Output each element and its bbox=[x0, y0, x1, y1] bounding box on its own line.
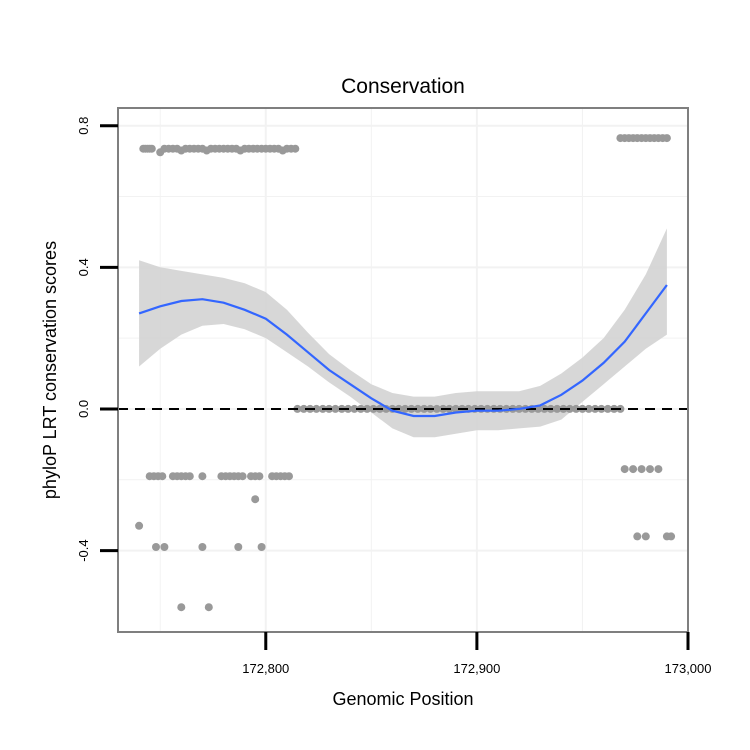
x-tick-label: 172,900 bbox=[453, 661, 500, 676]
y-tick-label: 0.0 bbox=[76, 400, 91, 418]
data-point bbox=[584, 404, 593, 413]
data-point bbox=[152, 543, 160, 551]
y-axis-label: phyloP LRT conservation scores bbox=[40, 241, 60, 499]
data-point bbox=[637, 465, 646, 474]
confidence-ribbon-layer bbox=[139, 228, 667, 438]
data-point bbox=[291, 144, 300, 153]
data-point bbox=[654, 465, 663, 474]
data-point bbox=[177, 603, 186, 612]
smooth-line bbox=[138, 284, 668, 418]
data-point bbox=[662, 134, 671, 143]
y-tick-label: 0.4 bbox=[76, 258, 91, 276]
y-tick-label: -0.4 bbox=[76, 539, 91, 561]
y-axis: -0.4 0.0 0.4 0.8 bbox=[76, 117, 118, 562]
data-point bbox=[629, 465, 638, 474]
data-point bbox=[251, 495, 260, 504]
data-point bbox=[603, 404, 612, 413]
data-point bbox=[160, 543, 169, 551]
data-point bbox=[158, 472, 167, 481]
data-point bbox=[299, 404, 308, 413]
data-point bbox=[135, 521, 144, 530]
points-layer bbox=[135, 134, 676, 612]
data-point bbox=[667, 532, 676, 541]
data-point bbox=[238, 472, 247, 481]
y-tick-label: 0.8 bbox=[76, 117, 91, 135]
data-point bbox=[401, 404, 410, 413]
data-point bbox=[198, 543, 207, 551]
chart-title: Conservation bbox=[341, 75, 465, 98]
data-point bbox=[413, 404, 422, 413]
data-point bbox=[620, 465, 629, 474]
panel-border bbox=[117, 107, 689, 633]
data-point bbox=[363, 404, 372, 413]
data-point bbox=[234, 543, 243, 551]
data-point bbox=[185, 472, 194, 481]
data-point bbox=[553, 404, 562, 413]
data-point bbox=[350, 404, 359, 413]
data-point bbox=[331, 404, 340, 413]
smooth-line-layer bbox=[138, 284, 668, 418]
data-point bbox=[451, 404, 460, 413]
data-point bbox=[257, 543, 266, 551]
data-point bbox=[198, 472, 207, 481]
confidence-ribbon bbox=[139, 228, 667, 438]
x-tick-label: 173,000 bbox=[665, 661, 712, 676]
data-point bbox=[633, 532, 642, 541]
data-point bbox=[646, 465, 654, 474]
x-axis-label: Genomic Position bbox=[332, 689, 473, 709]
x-tick-label: 172,800 bbox=[242, 661, 289, 676]
data-point bbox=[641, 532, 650, 541]
data-point bbox=[255, 472, 264, 481]
data-point bbox=[312, 404, 321, 413]
data-point bbox=[432, 404, 441, 413]
x-axis: 172,800 172,900 173,000 bbox=[242, 632, 712, 676]
data-point bbox=[285, 472, 293, 481]
data-point bbox=[147, 144, 156, 153]
data-point bbox=[204, 603, 213, 612]
data-point bbox=[572, 404, 581, 413]
